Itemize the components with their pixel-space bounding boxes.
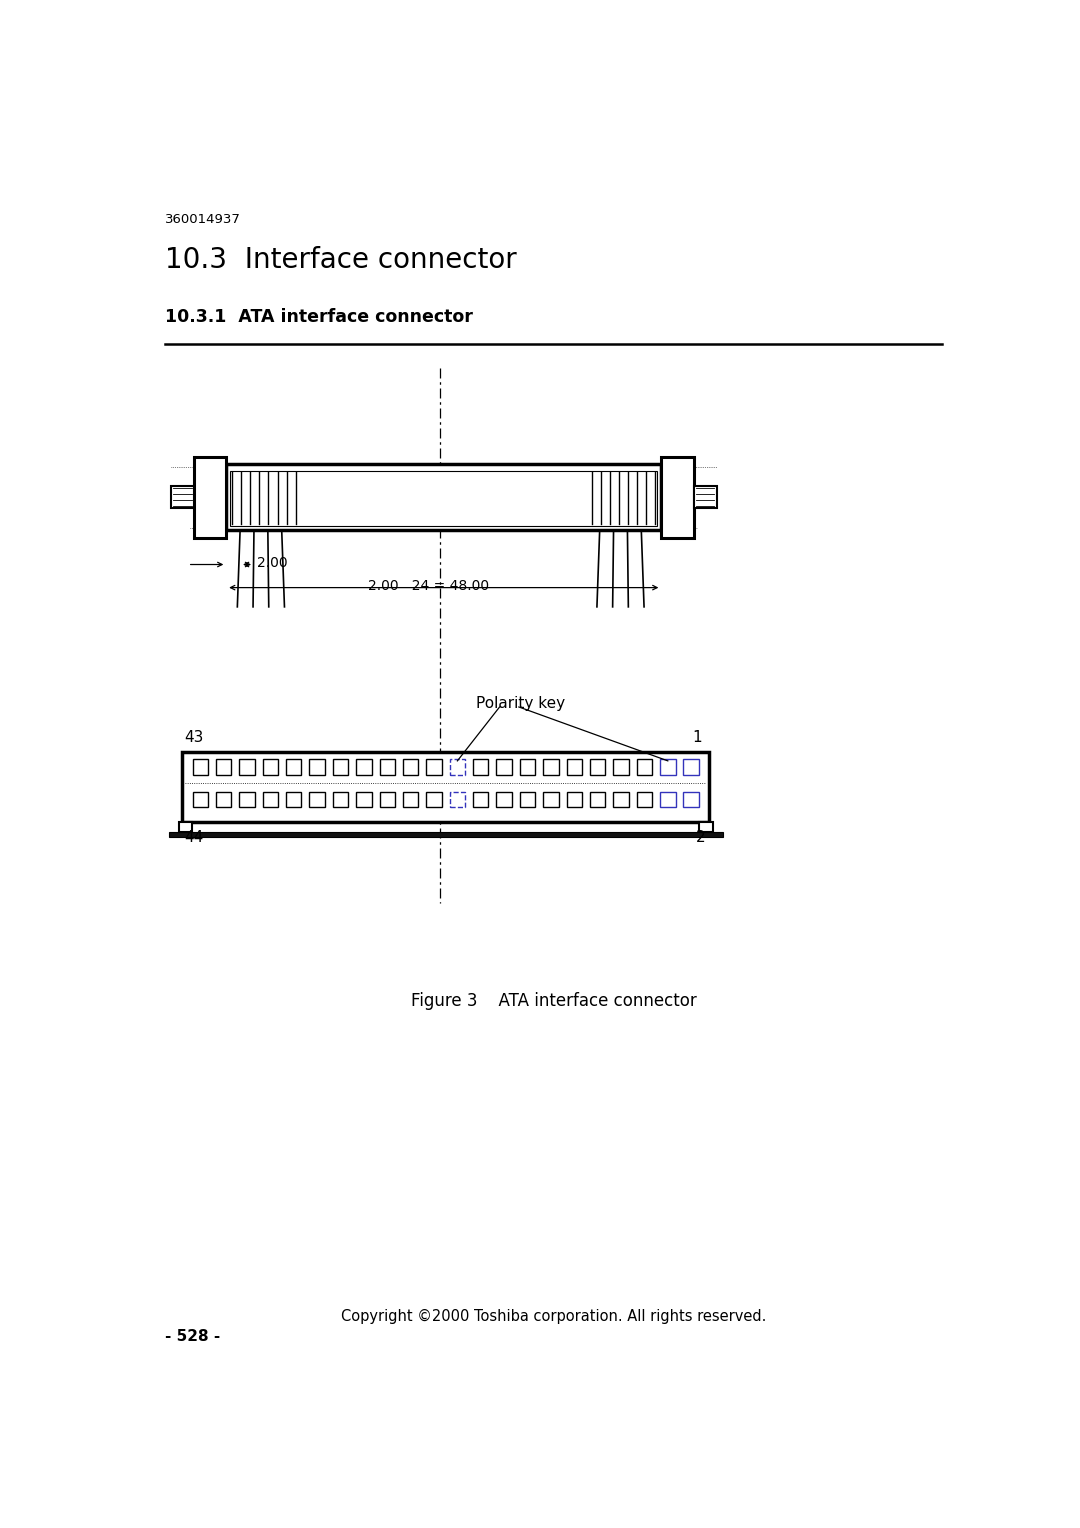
- Bar: [543, 792, 558, 807]
- Bar: [427, 759, 442, 775]
- Bar: [473, 759, 488, 775]
- Bar: [216, 759, 231, 775]
- Bar: [543, 759, 558, 775]
- Bar: [168, 831, 723, 837]
- Bar: [519, 792, 536, 807]
- Bar: [699, 822, 713, 831]
- Bar: [240, 792, 255, 807]
- Text: - 528 -: - 528 -: [165, 1329, 220, 1345]
- Bar: [661, 457, 693, 538]
- Bar: [379, 792, 395, 807]
- Bar: [449, 792, 465, 807]
- Bar: [379, 759, 395, 775]
- Bar: [192, 759, 208, 775]
- Bar: [240, 759, 255, 775]
- Bar: [427, 792, 442, 807]
- Bar: [519, 759, 536, 775]
- Bar: [590, 759, 606, 775]
- Bar: [473, 792, 488, 807]
- Bar: [660, 759, 675, 775]
- Bar: [449, 759, 465, 775]
- Bar: [403, 792, 418, 807]
- Bar: [613, 792, 629, 807]
- Bar: [309, 792, 325, 807]
- Bar: [637, 759, 652, 775]
- Bar: [286, 759, 301, 775]
- Text: 10.3  Interface connector: 10.3 Interface connector: [165, 246, 517, 275]
- Bar: [309, 759, 325, 775]
- Text: 2: 2: [696, 830, 705, 845]
- Bar: [497, 792, 512, 807]
- Text: 2.00: 2.00: [257, 556, 287, 570]
- Bar: [230, 471, 658, 526]
- Bar: [660, 792, 675, 807]
- Text: 43: 43: [184, 730, 203, 746]
- Bar: [403, 759, 418, 775]
- Bar: [262, 792, 278, 807]
- Text: Polarity key: Polarity key: [476, 695, 566, 711]
- Bar: [637, 792, 652, 807]
- Text: 1: 1: [692, 730, 702, 746]
- Text: 360014937: 360014937: [165, 212, 241, 226]
- Bar: [567, 759, 582, 775]
- Text: Figure 3    ATA interface connector: Figure 3 ATA interface connector: [410, 992, 697, 1010]
- Bar: [183, 752, 710, 822]
- Bar: [171, 486, 194, 507]
- Bar: [497, 759, 512, 775]
- Bar: [192, 792, 208, 807]
- Text: Copyright ©2000 Toshiba corporation. All rights reserved.: Copyright ©2000 Toshiba corporation. All…: [341, 1309, 766, 1325]
- Bar: [226, 465, 661, 530]
- Text: 10.3.1  ATA interface connector: 10.3.1 ATA interface connector: [165, 309, 473, 325]
- Bar: [333, 759, 348, 775]
- Bar: [567, 792, 582, 807]
- Bar: [356, 759, 372, 775]
- Bar: [178, 822, 192, 831]
- Bar: [262, 759, 278, 775]
- Text: 2.00   24 = 48.00: 2.00 24 = 48.00: [368, 579, 489, 593]
- Bar: [333, 792, 348, 807]
- Bar: [684, 792, 699, 807]
- Bar: [613, 759, 629, 775]
- Bar: [194, 457, 226, 538]
- Bar: [356, 792, 372, 807]
- Bar: [590, 792, 606, 807]
- Text: 44: 44: [184, 830, 203, 845]
- Bar: [693, 486, 717, 507]
- Bar: [216, 792, 231, 807]
- Bar: [684, 759, 699, 775]
- Bar: [286, 792, 301, 807]
